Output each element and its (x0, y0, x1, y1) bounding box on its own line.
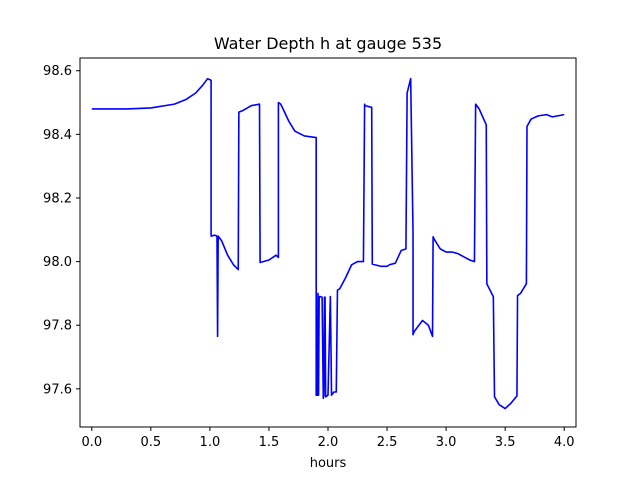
x-tick-label: 0.0 (81, 435, 102, 450)
y-tick-label: 97.8 (43, 319, 72, 334)
y-tick-label: 98.6 (43, 64, 72, 79)
x-tick-label: 3.5 (495, 435, 516, 450)
y-axis: 97.6 97.8 98.0 98.2 98.4 98.6 (43, 64, 80, 397)
plot-area (91, 77, 565, 410)
x-tick-label: 3.0 (436, 435, 457, 450)
x-tick-label: 2.5 (377, 435, 398, 450)
x-tick-label: 1.5 (259, 435, 280, 450)
x-tick-label: 2.0 (318, 435, 339, 450)
x-axis: 0.0 0.5 1.0 1.5 2.0 2.5 3.0 3.5 4.0 (81, 427, 575, 450)
y-tick-label: 98.0 (43, 255, 72, 270)
x-tick-label: 1.0 (200, 435, 221, 450)
series-line-0 (91, 77, 565, 410)
y-tick-label: 98.2 (43, 191, 72, 206)
x-tick-label: 4.0 (554, 435, 575, 450)
x-tick-label: 0.5 (141, 435, 162, 450)
x-axis-label: hours (310, 456, 347, 471)
y-tick-label: 97.6 (43, 382, 72, 397)
y-tick-label: 98.4 (43, 128, 72, 143)
chart-title: Water Depth h at gauge 535 (214, 34, 442, 53)
